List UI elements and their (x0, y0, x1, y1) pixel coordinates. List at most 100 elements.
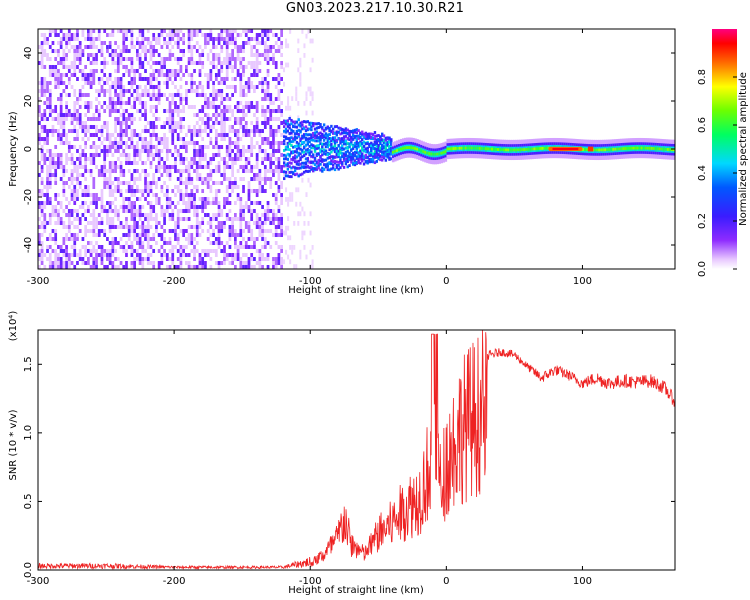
heatmap-cell (234, 89, 237, 93)
heatmap-cell (76, 165, 79, 169)
heatmap-cell (43, 161, 47, 165)
heatmap-cell (46, 189, 49, 193)
heatmap-cell (193, 81, 196, 85)
heatmap-cell (48, 73, 52, 77)
heatmap-cell (322, 152, 326, 156)
heatmap-cell (295, 160, 299, 164)
heatmap-cell (309, 91, 312, 97)
heatmap-cell (247, 185, 251, 189)
heatmap-cell (339, 126, 342, 130)
heatmap-cell (379, 135, 382, 139)
heatmap-cell (108, 145, 112, 149)
heatmap-cell (125, 265, 128, 269)
heatmap-cell (201, 205, 205, 209)
heatmap-cell (509, 148, 512, 152)
heatmap-cell (70, 129, 74, 133)
heatmap-cell (247, 189, 251, 193)
heatmap-cell (165, 165, 169, 169)
heatmap-cell (97, 213, 101, 217)
heatmap-cell (165, 205, 169, 209)
heatmap-cell (138, 53, 142, 57)
heatmap-cell (48, 217, 52, 221)
heatmap-cell (103, 93, 107, 97)
heatmap-cell (54, 33, 58, 37)
heatmap-cell (258, 201, 262, 205)
heatmap-cell (155, 85, 158, 89)
heatmap-cell (76, 29, 79, 33)
heatmap-cell (206, 213, 210, 217)
heatmap-cell (46, 97, 49, 101)
heatmap-cell (261, 129, 264, 133)
heatmap-cell (57, 193, 60, 197)
heatmap-cell (195, 29, 199, 33)
heatmap-cell (95, 133, 98, 137)
heatmap-cell (65, 65, 68, 69)
heatmap-cell (125, 29, 128, 33)
heatmap-cell (141, 229, 145, 233)
heatmap-cell (125, 109, 128, 113)
heatmap-cell (390, 152, 393, 156)
heatmap-cell (138, 209, 142, 213)
heatmap-cell (234, 65, 237, 69)
heatmap-cell (157, 33, 161, 37)
heatmap-cell (368, 134, 371, 138)
heatmap-cell (280, 109, 283, 113)
heatmap-cell (357, 141, 360, 145)
heatmap-cell (57, 61, 60, 65)
heatmap-cell (176, 121, 180, 125)
heatmap-cell (103, 185, 107, 189)
heatmap-cell (92, 113, 96, 117)
heatmap-cell (122, 33, 126, 37)
heatmap-cell (289, 235, 292, 241)
heatmap-cell (185, 237, 188, 241)
heatmap-cell (223, 121, 226, 125)
heatmap-cell (54, 153, 58, 157)
heatmap-cell (330, 144, 333, 148)
heatmap-cell (193, 249, 196, 253)
heatmap-cell (174, 101, 177, 105)
heatmap-cell (89, 229, 93, 233)
heatmap-cell (70, 189, 74, 193)
heatmap-cell (269, 177, 273, 181)
heatmap-cell (187, 169, 191, 173)
heatmap-cell (225, 253, 229, 257)
heatmap-cell (255, 105, 259, 109)
heatmap-cell (122, 245, 126, 249)
heatmap-cell (76, 53, 79, 57)
heatmap-cell (160, 125, 164, 129)
heatmap-cell (171, 97, 175, 101)
heatmap-cell (114, 237, 117, 241)
heatmap-cell (84, 93, 87, 97)
heatmap-cell (133, 225, 136, 229)
heatmap-cell (176, 61, 180, 65)
heatmap-cell (497, 148, 500, 151)
heatmap-cell (269, 133, 273, 137)
heatmap-cell (244, 245, 248, 249)
heatmap-cell (253, 85, 256, 89)
heatmap-cell (62, 37, 66, 41)
heatmap-cell (250, 217, 254, 221)
heatmap-cell (190, 105, 194, 109)
heatmap-cell (247, 145, 251, 149)
heatmap-cell (261, 185, 264, 189)
heatmap-cell (293, 166, 297, 170)
heatmap-cell (51, 65, 55, 69)
heatmap-cell (168, 113, 172, 117)
heatmap-cell (130, 265, 134, 269)
heatmap-cell (209, 101, 213, 105)
heatmap-cell (48, 81, 52, 85)
heatmap-cell (195, 169, 199, 173)
heatmap-cell (108, 217, 112, 221)
heatmap-cell (152, 93, 156, 97)
heatmap-cell (165, 169, 169, 173)
heatmap-cell (217, 73, 221, 77)
heatmap-cell (239, 93, 243, 97)
heatmap-cell (152, 49, 156, 53)
heatmap-cell (201, 145, 205, 149)
heatmap-cell (310, 146, 313, 150)
heatmap-cell (236, 141, 240, 145)
heatmap-cell (54, 181, 58, 185)
heatmap-cell (89, 85, 93, 89)
heatmap-cell (303, 101, 306, 106)
heatmap-cell (73, 245, 77, 249)
